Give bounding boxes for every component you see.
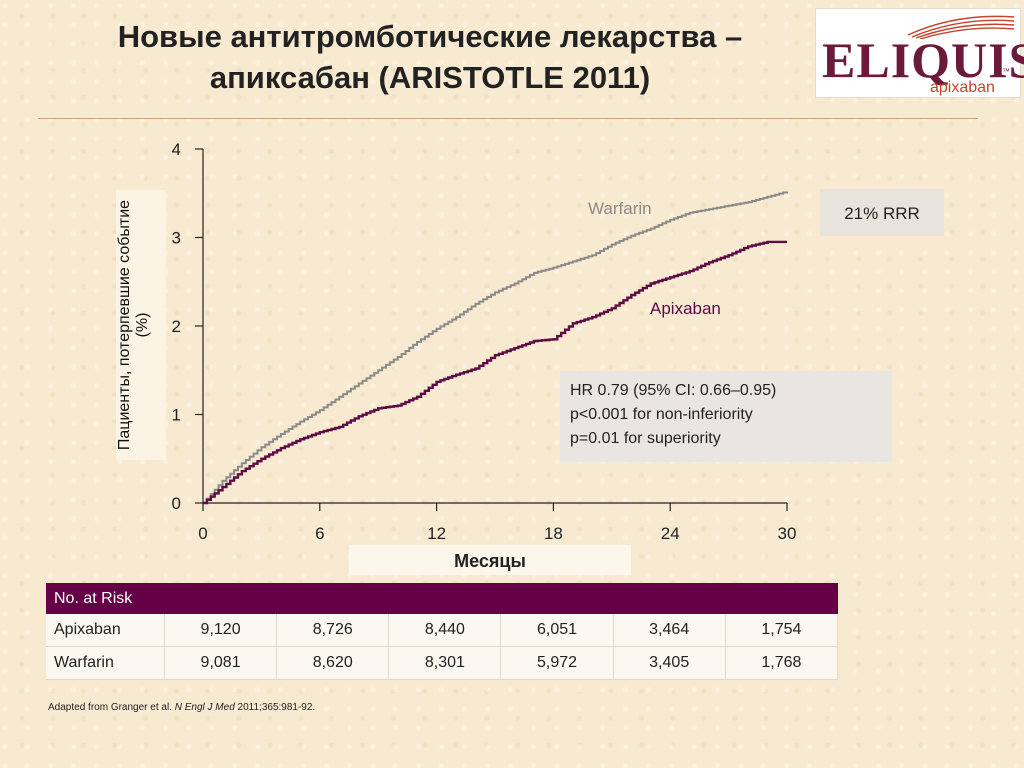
y-tick-label: 4 [172, 140, 181, 159]
citation-prefix: Adapted from Granger et al. [48, 702, 175, 713]
row-label-warfarin: Warfarin [46, 646, 165, 680]
citation-journal: N Engl J Med [174, 702, 235, 713]
risk-table-header: No. at Risk [46, 583, 838, 614]
table-cell: 3,405 [613, 646, 726, 680]
table-row: Apixaban 9,120 8,726 8,440 6,051 3,464 1… [46, 614, 839, 647]
rrr-annotation: 21% RRR [820, 189, 944, 236]
table-cell: 1,754 [725, 614, 839, 647]
table-cell: 8,440 [388, 614, 502, 647]
x-axis-label: Месяцы [349, 545, 631, 575]
stats-annotation: HR 0.79 (95% CI: 0.66–0.95) p<0.001 for … [560, 371, 892, 462]
logo-trademark: ™ [1002, 67, 1010, 76]
warfarin-series-label: Warfarin [588, 199, 652, 218]
stats-noninferiority: p<0.001 for non-inferiority [570, 406, 753, 423]
table-row: Warfarin 9,081 8,620 8,301 5,972 3,405 1… [46, 646, 839, 680]
risk-table: No. at Risk Apixaban 9,120 8,726 8,440 6… [46, 583, 839, 680]
logo-subtitle: apixaban [930, 79, 995, 96]
y-tick-label: 0 [172, 494, 181, 513]
warfarin-series-line [203, 191, 788, 504]
stats-superiority: p=0.01 for superiority [570, 430, 721, 447]
apixaban-series-label: Apixaban [650, 299, 721, 318]
table-cell: 8,726 [276, 614, 390, 647]
table-cell: 8,301 [388, 646, 502, 680]
table-cell: 1,768 [725, 646, 839, 680]
x-tick-label: 30 [778, 524, 797, 543]
table-cell: 6,051 [500, 614, 614, 647]
x-tick-label: 12 [427, 524, 446, 543]
x-tick-label: 18 [544, 524, 563, 543]
title-divider [38, 118, 978, 119]
slide-title: Новые антитромботические лекарства – апи… [60, 16, 800, 98]
x-tick-label: 0 [198, 524, 207, 543]
chart-series [203, 191, 788, 505]
title-line-2: апиксабан (ARISTOTLE 2011) [209, 60, 651, 95]
y-tick-label: 3 [172, 229, 181, 248]
table-cell: 9,081 [164, 646, 278, 680]
y-tick-label: 2 [172, 317, 181, 336]
table-cell: 3,464 [613, 614, 726, 647]
table-cell: 9,120 [164, 614, 278, 647]
row-label-apixaban: Apixaban [46, 614, 165, 647]
x-tick-label: 6 [315, 524, 324, 543]
logo-swoosh-icon [907, 15, 1015, 39]
citation-suffix: 2011;365:981-92. [234, 702, 316, 713]
citation: Adapted from Granger et al. N Engl J Med… [48, 702, 315, 713]
apixaban-series-line [203, 240, 787, 505]
eliquis-logo: ELIQUIS ™ apixaban [815, 8, 1024, 98]
table-cell: 8,620 [276, 646, 390, 680]
risk-table-header-row: No. at Risk [46, 583, 838, 614]
logo-wordmark: ELIQUIS [822, 32, 1024, 88]
table-cell: 5,972 [500, 646, 614, 680]
x-tick-label: 24 [661, 524, 680, 543]
y-tick-label: 1 [172, 406, 181, 425]
title-line-1: Новые антитромботические лекарства – [117, 19, 743, 54]
stats-hr: HR 0.79 (95% CI: 0.66–0.95) [570, 382, 777, 399]
